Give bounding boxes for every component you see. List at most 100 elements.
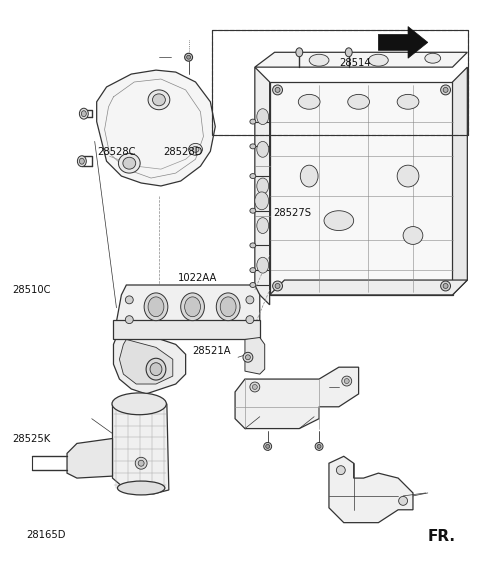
Ellipse shape [250, 382, 260, 392]
Ellipse shape [243, 352, 253, 362]
Ellipse shape [344, 378, 349, 384]
Ellipse shape [144, 293, 168, 321]
Ellipse shape [257, 178, 269, 194]
Polygon shape [255, 52, 468, 67]
Polygon shape [67, 439, 112, 478]
Ellipse shape [273, 281, 283, 291]
Ellipse shape [264, 443, 272, 451]
Polygon shape [235, 367, 359, 428]
Ellipse shape [150, 362, 162, 376]
Ellipse shape [441, 281, 451, 291]
Bar [212, 30, 468, 135]
Polygon shape [270, 82, 453, 295]
Polygon shape [113, 329, 186, 394]
Ellipse shape [112, 393, 167, 415]
Ellipse shape [399, 496, 408, 505]
Text: 28528D: 28528D [163, 147, 203, 157]
Ellipse shape [250, 144, 256, 149]
Polygon shape [120, 340, 173, 384]
Ellipse shape [125, 296, 133, 304]
Polygon shape [112, 404, 169, 494]
Ellipse shape [369, 54, 388, 66]
Ellipse shape [441, 85, 451, 95]
Ellipse shape [403, 226, 423, 245]
Polygon shape [329, 456, 413, 523]
Ellipse shape [345, 48, 352, 57]
Ellipse shape [250, 243, 256, 248]
Polygon shape [378, 27, 428, 58]
Ellipse shape [348, 94, 370, 109]
Ellipse shape [220, 297, 236, 317]
Ellipse shape [273, 85, 283, 95]
Ellipse shape [185, 53, 192, 61]
Polygon shape [453, 67, 468, 295]
Ellipse shape [298, 94, 320, 109]
Polygon shape [113, 320, 260, 340]
Ellipse shape [266, 444, 270, 448]
Text: 1022AA: 1022AA [179, 273, 218, 283]
Ellipse shape [324, 211, 354, 230]
Ellipse shape [185, 297, 201, 317]
Ellipse shape [135, 457, 147, 469]
Polygon shape [245, 337, 264, 374]
Ellipse shape [250, 119, 256, 124]
Text: 28514: 28514 [340, 58, 371, 68]
Ellipse shape [252, 385, 257, 389]
Text: FR.: FR. [427, 529, 456, 544]
Ellipse shape [257, 142, 269, 157]
Ellipse shape [189, 143, 203, 155]
Text: 28521A: 28521A [192, 346, 231, 356]
Polygon shape [270, 280, 468, 295]
Ellipse shape [79, 158, 84, 164]
Ellipse shape [257, 257, 269, 273]
Ellipse shape [123, 157, 136, 169]
Ellipse shape [275, 283, 280, 288]
Text: 28510C: 28510C [12, 285, 51, 295]
Ellipse shape [443, 283, 448, 288]
Ellipse shape [148, 90, 170, 110]
Ellipse shape [250, 267, 256, 273]
Ellipse shape [187, 55, 191, 59]
Text: 28527S: 28527S [273, 208, 311, 218]
Ellipse shape [245, 355, 251, 360]
Text: 28165D: 28165D [26, 530, 66, 540]
Ellipse shape [153, 94, 166, 106]
Ellipse shape [317, 444, 321, 448]
Ellipse shape [342, 376, 352, 386]
Ellipse shape [180, 293, 204, 321]
Polygon shape [96, 70, 216, 186]
Ellipse shape [125, 316, 133, 324]
Ellipse shape [79, 108, 88, 119]
Ellipse shape [250, 208, 256, 213]
Ellipse shape [148, 297, 164, 317]
Ellipse shape [296, 48, 303, 57]
Ellipse shape [138, 460, 144, 466]
Ellipse shape [255, 192, 269, 210]
Ellipse shape [246, 316, 254, 324]
Ellipse shape [257, 218, 269, 233]
Ellipse shape [309, 54, 329, 66]
Text: 28525K: 28525K [12, 435, 50, 444]
Ellipse shape [192, 146, 199, 152]
Text: 28528C: 28528C [97, 147, 136, 157]
Ellipse shape [146, 358, 166, 380]
Ellipse shape [443, 88, 448, 92]
Ellipse shape [81, 111, 86, 117]
Ellipse shape [216, 293, 240, 321]
Ellipse shape [425, 53, 441, 63]
Ellipse shape [257, 109, 269, 125]
Ellipse shape [250, 283, 256, 287]
Ellipse shape [275, 88, 280, 92]
Ellipse shape [397, 94, 419, 109]
Polygon shape [117, 285, 260, 329]
Ellipse shape [119, 153, 140, 173]
Ellipse shape [315, 443, 323, 451]
Ellipse shape [250, 174, 256, 179]
Ellipse shape [336, 465, 345, 475]
Ellipse shape [300, 165, 318, 187]
Ellipse shape [118, 481, 165, 495]
Ellipse shape [397, 165, 419, 187]
Ellipse shape [246, 296, 254, 304]
Polygon shape [255, 67, 270, 305]
Ellipse shape [77, 156, 86, 167]
